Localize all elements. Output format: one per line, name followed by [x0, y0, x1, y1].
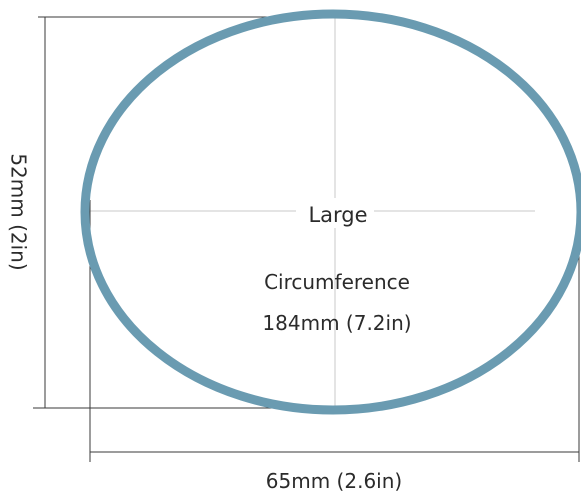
ring-outline	[80, 9, 581, 415]
size-label: Large	[308, 203, 367, 227]
circumference-value: 184mm (7.2in)	[262, 311, 411, 335]
height-dimension-label: 52mm (2in)	[7, 153, 31, 270]
width-dimension-label: 65mm (2.6in)	[266, 469, 402, 493]
size-label-background	[296, 198, 374, 228]
circumference-label: Circumference	[264, 270, 410, 294]
